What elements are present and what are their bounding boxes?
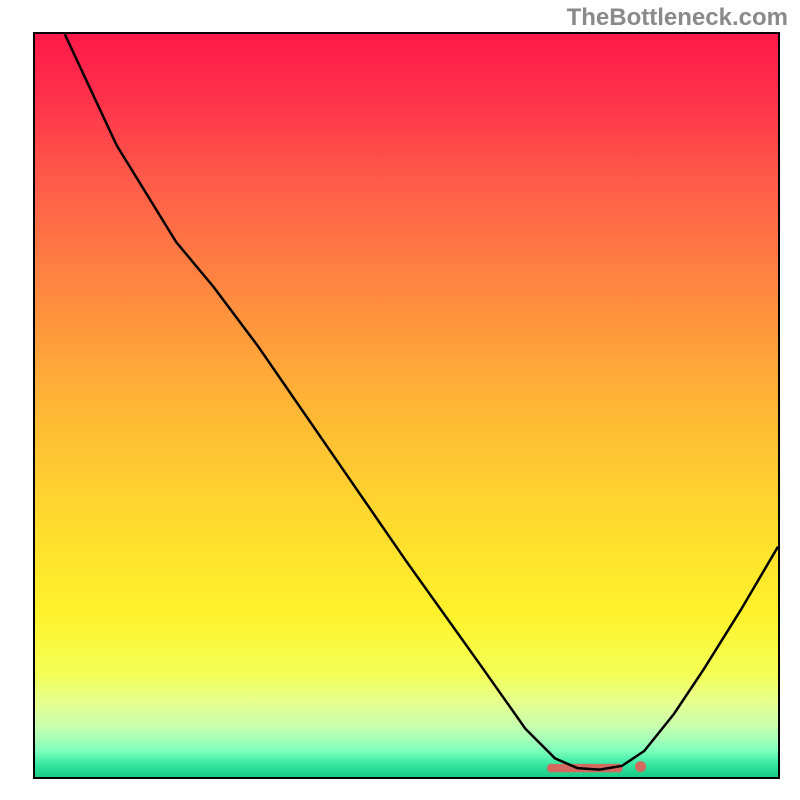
chart-curve-line: [65, 34, 778, 770]
chart-marker: [635, 761, 646, 772]
chart-markers: [547, 761, 646, 772]
chart-svg: [35, 34, 778, 777]
chart-stage: TheBottleneck.com: [0, 0, 800, 800]
plot-frame: [33, 32, 780, 779]
attribution-text: TheBottleneck.com: [567, 4, 788, 32]
